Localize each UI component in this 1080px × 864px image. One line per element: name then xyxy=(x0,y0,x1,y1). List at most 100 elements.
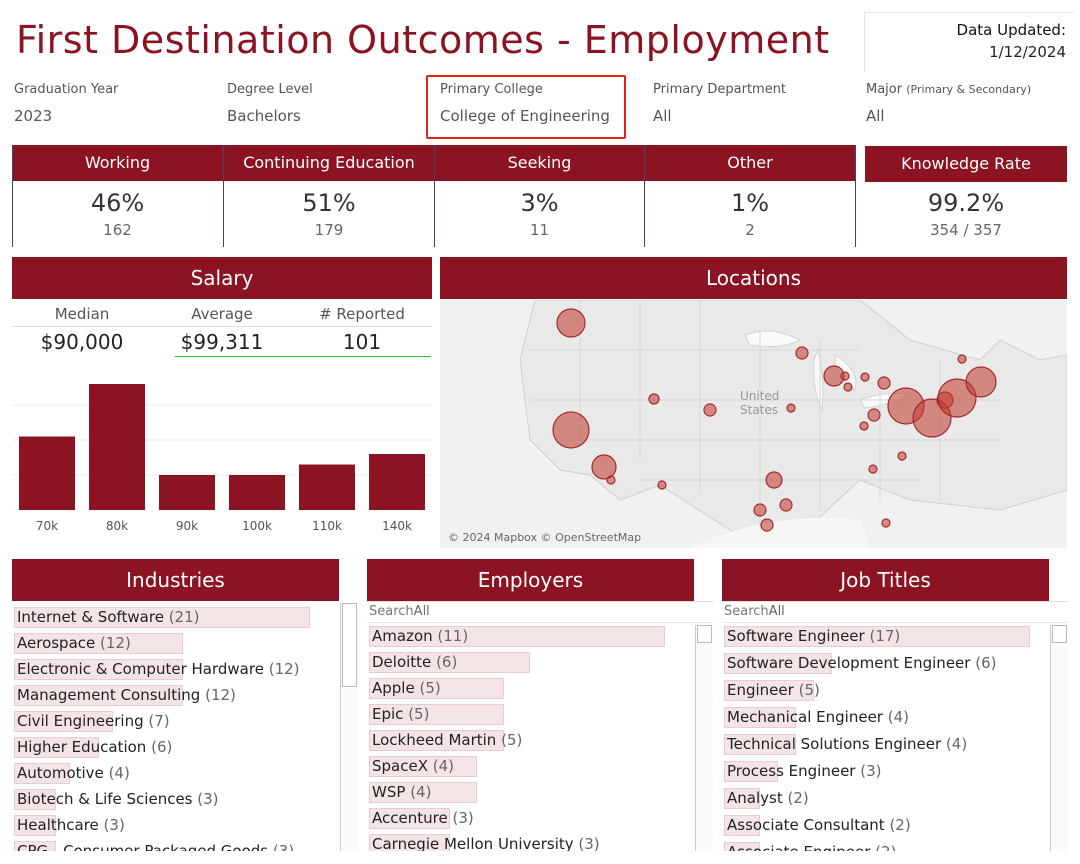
list-item-text: Accenture (3) xyxy=(372,809,474,827)
list-item-text: SpaceX (4) xyxy=(372,757,454,775)
salary-panel-title: Salary xyxy=(12,257,432,299)
list-item[interactable]: Electronic & Computer Hardware (12) xyxy=(12,656,358,682)
list-item-text: Amazon (11) xyxy=(372,627,468,645)
list-item-name: Epic xyxy=(372,705,404,723)
employers-list[interactable]: SearchAll Amazon (11) Deloitte (6) Apple (… xyxy=(367,601,713,851)
list-item[interactable]: Aerospace (12) xyxy=(12,630,358,656)
list-item-count: (3) xyxy=(272,842,295,851)
list-item-count: (6) xyxy=(151,738,173,756)
lake-michigan xyxy=(813,348,824,412)
list-item-text: CPG - Consumer Packaged Goods (3) xyxy=(17,842,294,851)
filter-value[interactable]: All xyxy=(866,107,885,125)
list-item-name: CPG - Consumer Packaged Goods xyxy=(17,842,269,851)
filter-primary-department[interactable]: Primary Department All xyxy=(653,82,853,138)
list-item-count: (12) xyxy=(205,686,236,704)
filter-label: Degree Level xyxy=(227,82,313,97)
list-item-name: Carnegie Mellon University xyxy=(372,835,574,851)
list-item[interactable]: Epic (5) xyxy=(367,701,713,727)
list-item[interactable]: Associate Engineer (2) xyxy=(722,839,1068,851)
scroll-thumb[interactable] xyxy=(1052,625,1067,643)
list-item-text: Apple (5) xyxy=(372,679,441,697)
list-item[interactable]: Process Engineer (3) xyxy=(722,758,1068,785)
list-item[interactable]: Technical Solutions Engineer (4) xyxy=(722,731,1068,758)
filter-label: Graduation Year xyxy=(14,82,119,97)
list-item[interactable]: Carnegie Mellon University (3) xyxy=(367,831,713,851)
list-item[interactable]: Lockheed Martin (5) xyxy=(367,727,713,753)
list-item[interactable]: Accenture (3) xyxy=(367,805,713,831)
list-item[interactable]: Automotive (4) xyxy=(12,760,358,786)
highlight-box xyxy=(426,75,626,139)
list-item[interactable]: WSP (4) xyxy=(367,779,713,805)
list-item-count: (12) xyxy=(100,634,131,652)
list-item[interactable]: Biotech & Life Sciences (3) xyxy=(12,786,358,812)
list-item-text: Associate Engineer (2) xyxy=(727,843,896,851)
list-item-text: Lockheed Martin (5) xyxy=(372,731,522,749)
count-bar xyxy=(724,626,1030,647)
scroll-thumb[interactable] xyxy=(697,625,712,643)
list-item[interactable]: Amazon (11) xyxy=(367,623,713,649)
list-item-text: Aerospace (12) xyxy=(17,634,131,652)
list-item-name: Internet & Software xyxy=(17,608,164,626)
data-updated-box: Data Updated: 1/12/2024 xyxy=(864,12,1074,72)
list-item[interactable]: Management Consulting (12) xyxy=(12,682,358,708)
filter-major[interactable]: Major (Primary & Secondary) All xyxy=(866,82,1066,138)
salary-reported-value: 101 xyxy=(342,330,382,354)
location-marker xyxy=(556,308,586,338)
count-bar xyxy=(14,815,56,836)
list-item-name: Technical Solutions Engineer xyxy=(727,735,942,753)
kpi-percent: 51% xyxy=(302,189,356,217)
employers-search[interactable]: SearchAll xyxy=(367,601,713,623)
x-tick-label: 140k xyxy=(382,519,412,533)
list-item[interactable]: Apple (5) xyxy=(367,675,713,701)
count-bar xyxy=(14,659,183,680)
kpi-divider xyxy=(644,145,645,247)
list-item[interactable]: Deloitte (6) xyxy=(367,649,713,675)
filter-label-note: (Primary & Secondary) xyxy=(906,83,1032,96)
location-marker xyxy=(867,408,881,422)
list-item[interactable]: CPG - Consumer Packaged Goods (3) xyxy=(12,838,358,851)
filter-value[interactable]: 2023 xyxy=(14,107,53,125)
list-item[interactable]: Associate Consultant (2) xyxy=(722,812,1068,839)
filter-primary-college[interactable]: Primary College College of Engineering xyxy=(440,82,625,138)
list-item[interactable]: Healthcare (3) xyxy=(12,812,358,838)
industries-panel-title: Industries xyxy=(12,559,339,601)
job-titles-scrollbar[interactable] xyxy=(1050,625,1068,851)
list-item[interactable]: Higher Education (6) xyxy=(12,734,358,760)
job-titles-search[interactable]: SearchAll xyxy=(722,601,1068,623)
list-item-text: Civil Engineering (7) xyxy=(17,712,170,730)
location-marker xyxy=(859,421,869,431)
list-item-text: Engineer (5) xyxy=(727,681,820,699)
list-item[interactable]: Engineer (5) xyxy=(722,677,1068,704)
job-titles-list[interactable]: SearchAll Software Engineer (17) Software… xyxy=(722,601,1068,851)
kpi-count: 162 xyxy=(103,221,132,239)
filter-label: Major (Primary & Secondary) xyxy=(866,82,1066,97)
list-item[interactable]: Analyst (2) xyxy=(722,785,1068,812)
industries-list[interactable]: Internet & Software (21) Aerospace (12) El… xyxy=(12,601,358,851)
filter-graduation-year[interactable]: Graduation Year 2023 xyxy=(14,82,214,138)
filter-value[interactable]: College of Engineering xyxy=(440,107,610,125)
filter-value[interactable]: Bachelors xyxy=(227,107,301,125)
list-item-count: (3) xyxy=(103,816,125,834)
industries-scrollbar[interactable] xyxy=(340,603,358,851)
employers-scrollbar[interactable] xyxy=(695,625,713,851)
list-item[interactable]: Internet & Software (21) xyxy=(12,604,358,630)
list-item-text: Electronic & Computer Hardware (12) xyxy=(17,660,300,678)
scroll-thumb[interactable] xyxy=(342,603,357,687)
filter-degree-level[interactable]: Degree Level Bachelors xyxy=(227,82,427,138)
location-marker xyxy=(552,411,590,449)
locations-map[interactable]: United States © 2024 Mapbox © OpenStreet… xyxy=(440,300,1067,548)
list-item-count: (3) xyxy=(860,762,882,780)
bar-90k xyxy=(159,475,215,510)
search-value: All xyxy=(413,604,430,619)
filter-value[interactable]: All xyxy=(653,107,672,125)
list-item[interactable]: Software Engineer (17) xyxy=(722,623,1068,650)
count-bar xyxy=(724,788,760,809)
list-item[interactable]: Mechanical Engineer (4) xyxy=(722,704,1068,731)
list-item-name: SpaceX xyxy=(372,757,428,775)
list-item-name: Accenture xyxy=(372,809,448,827)
list-item-name: Electronic & Computer Hardware xyxy=(17,660,264,678)
list-item[interactable]: Civil Engineering (7) xyxy=(12,708,358,734)
list-item[interactable]: Software Development Engineer (6) xyxy=(722,650,1068,677)
list-item-count: (4) xyxy=(410,783,432,801)
list-item[interactable]: SpaceX (4) xyxy=(367,753,713,779)
